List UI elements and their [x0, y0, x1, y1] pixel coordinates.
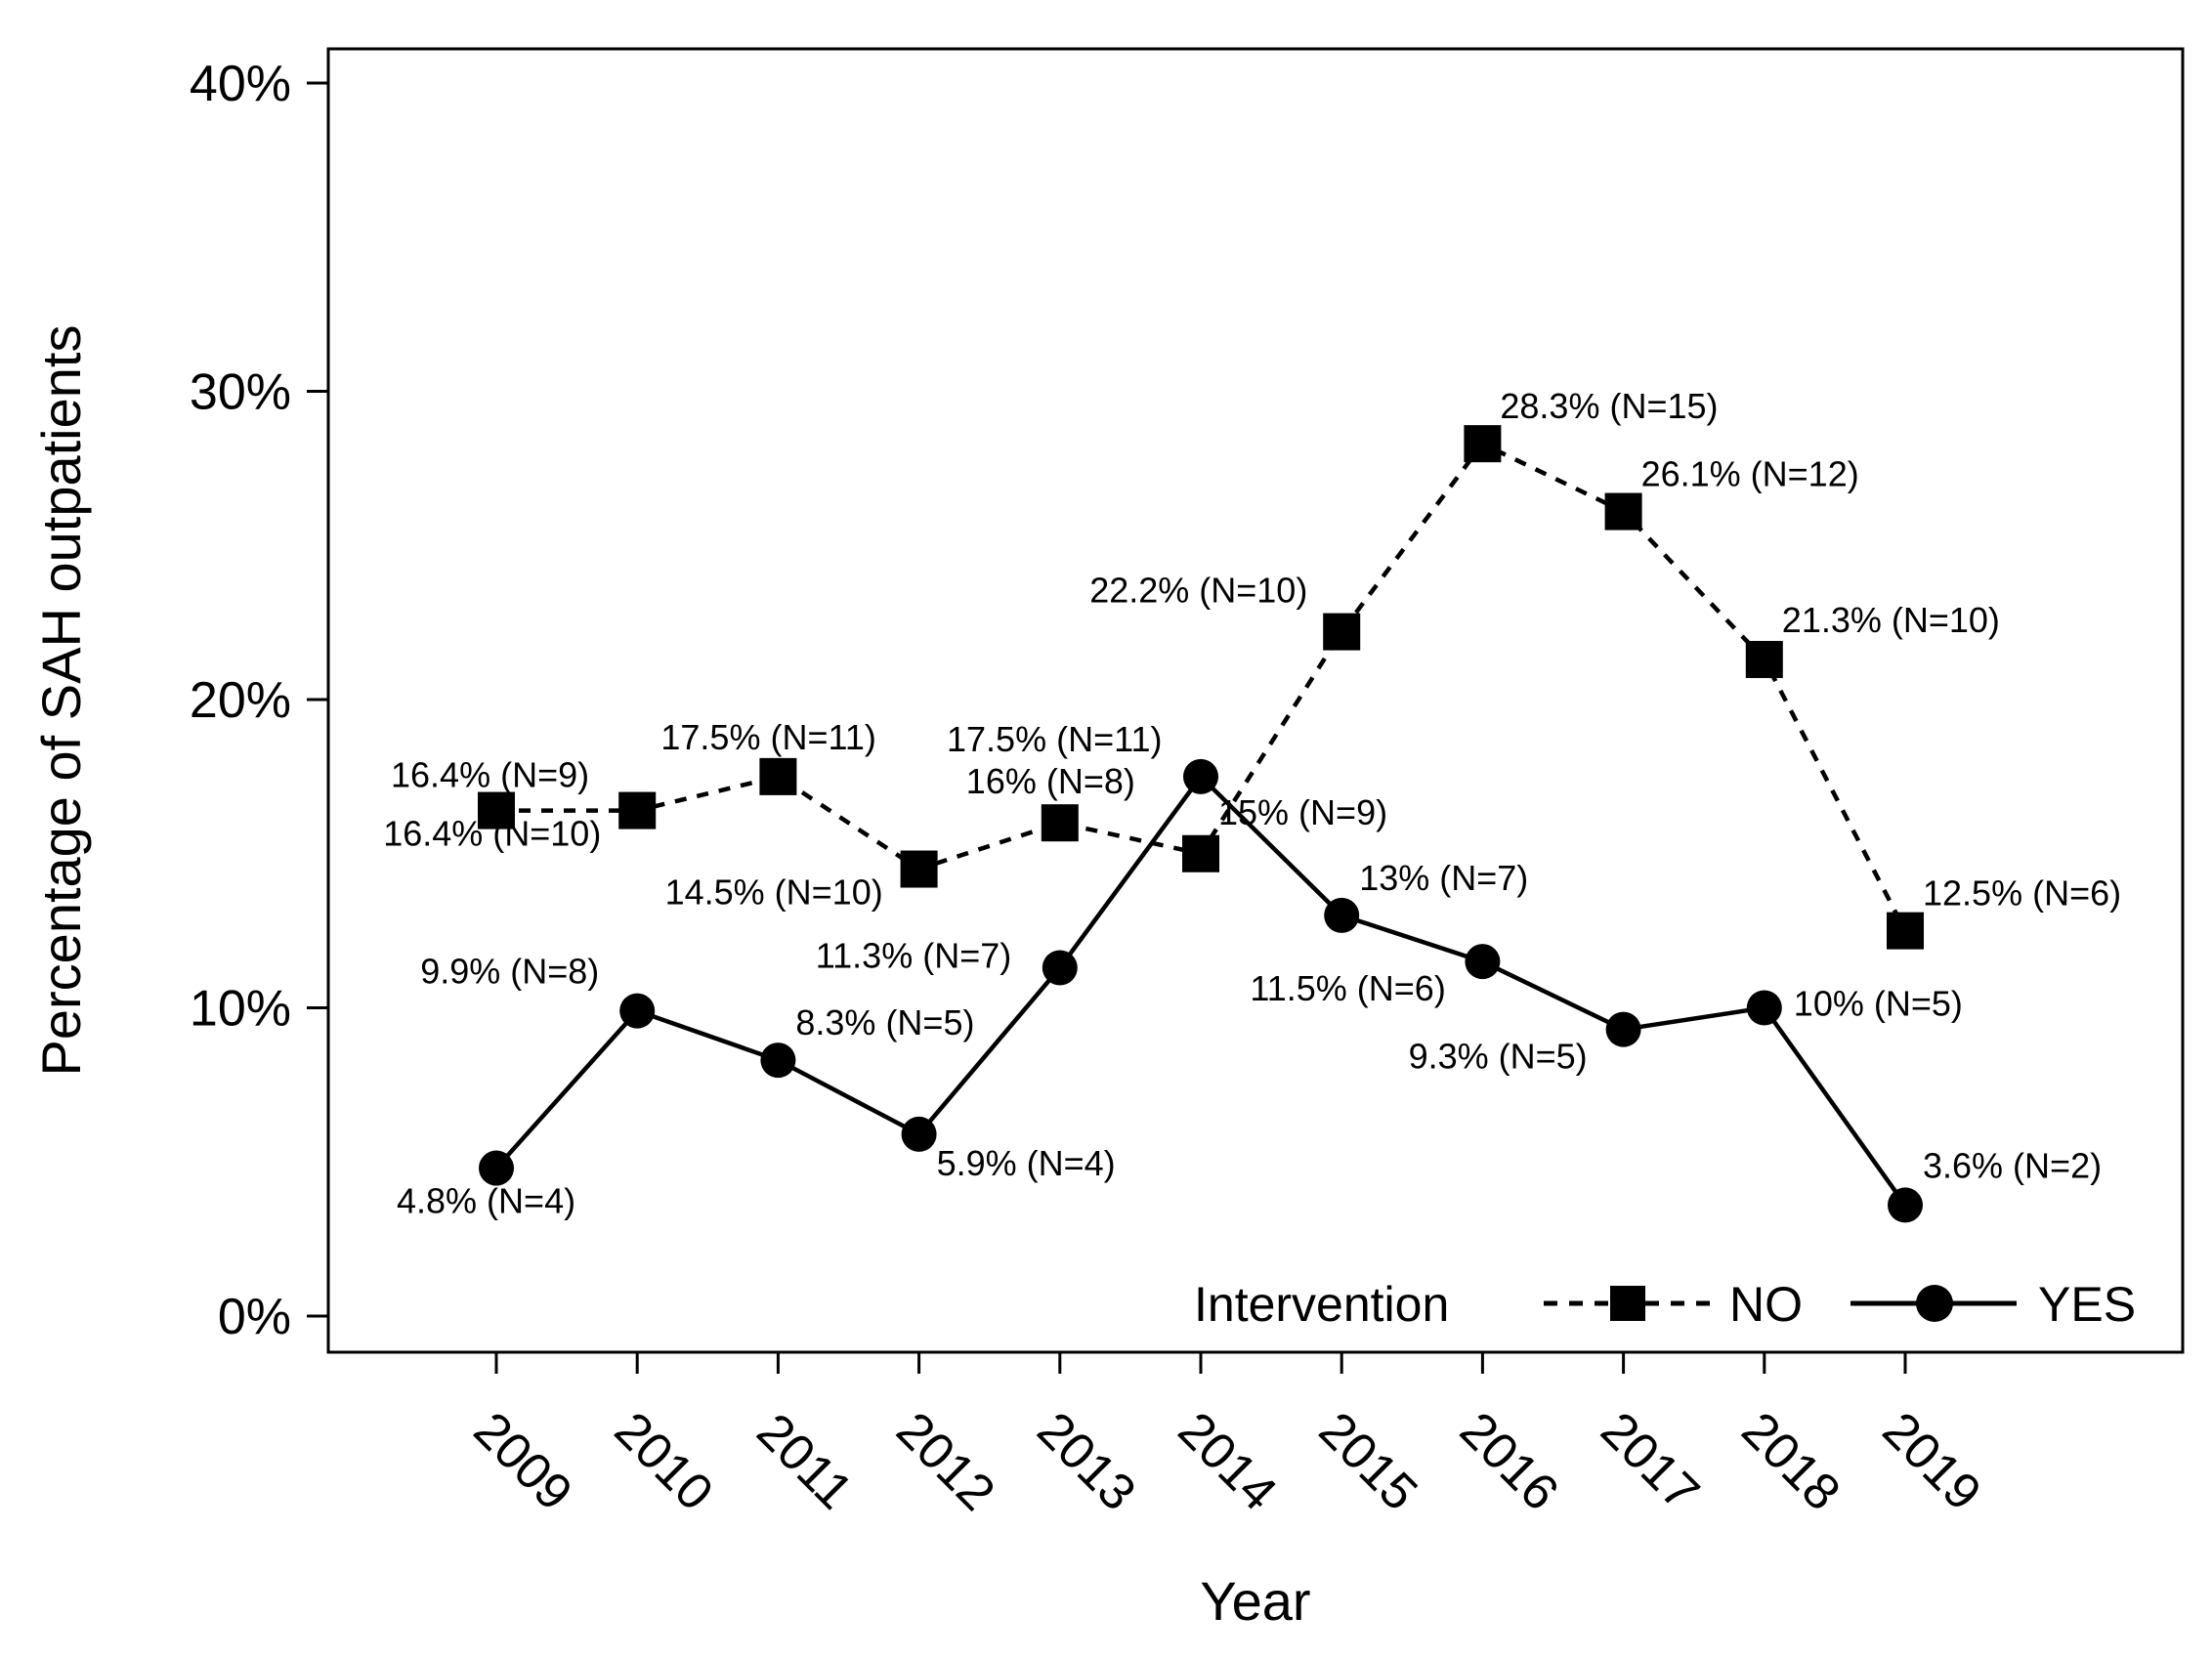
data-point-yes [1042, 950, 1078, 986]
data-label-no: 17.5% (N=11) [660, 717, 875, 757]
x-tick-label: 2018 [1730, 1402, 1850, 1522]
data-label-yes: 9.3% (N=5) [1409, 1037, 1588, 1077]
x-tick-label: 2015 [1308, 1402, 1428, 1522]
y-tick-label: 40% [190, 56, 291, 112]
legend-label-no: NO [1729, 1277, 1803, 1332]
data-label-no: 28.3% (N=15) [1500, 386, 1718, 426]
data-point-no [1323, 613, 1361, 651]
series-yes: 4.8% (N=4) 9.9% (N=8) 8.3% (N=5) 5.9% (N=4)… [397, 719, 2102, 1223]
data-label-no: 12.5% (N=6) [1923, 873, 2121, 914]
y-axis-title: Percentage of SAH outpatients [30, 325, 92, 1077]
data-point-yes [1324, 897, 1360, 933]
data-point-yes [1746, 990, 1782, 1026]
y-axis: 0% 10% 20% 30% 40% [190, 56, 328, 1345]
x-tick-label: 2010 [604, 1402, 724, 1522]
x-tick-label: 2019 [1872, 1402, 1992, 1522]
x-axis: 2009 2010 2011 2012 2013 2014 2015 2016 2017 2018… [463, 1352, 1992, 1522]
data-label-no: 16% (N=8) [966, 761, 1135, 801]
series-no: 16.4% (N=9) 16.4% (N=10) 17.5% (N=11) 14.5%… [383, 386, 2121, 950]
data-label-yes: 17.5% (N=11) [947, 719, 1162, 759]
data-point-yes [1888, 1187, 1923, 1223]
data-label-yes: 9.9% (N=8) [420, 952, 599, 992]
data-label-yes: 3.6% (N=2) [1923, 1145, 2102, 1185]
x-tick-label: 2014 [1168, 1402, 1288, 1522]
data-point-yes [619, 993, 656, 1029]
data-label-no: 16.4% (N=9) [391, 755, 589, 795]
data-label-yes: 8.3% (N=5) [795, 1002, 974, 1042]
x-tick-label: 2012 [885, 1402, 1005, 1522]
data-point-yes [901, 1116, 937, 1152]
legend-marker-no [1610, 1286, 1645, 1321]
legend-marker-yes [1916, 1285, 1953, 1322]
legend: Intervention NO YES [1194, 1277, 2136, 1332]
y-tick-label: 0% [218, 1289, 291, 1345]
data-point-no [1182, 834, 1219, 872]
data-label-no: 22.2% (N=10) [1089, 571, 1307, 611]
x-tick-label: 2009 [463, 1402, 583, 1522]
data-point-yes [1183, 758, 1218, 794]
data-point-no [1464, 425, 1502, 463]
x-tick-label: 2016 [1449, 1402, 1569, 1522]
data-point-no [478, 791, 515, 830]
y-tick-label: 10% [190, 981, 291, 1038]
data-point-no [1887, 912, 1924, 950]
data-label-yes: 13% (N=7) [1359, 858, 1528, 898]
data-point-no [1745, 640, 1783, 678]
data-point-yes [1605, 1011, 1641, 1047]
series-layer: 16.4% (N=9) 16.4% (N=10) 17.5% (N=11) 14.5%… [383, 386, 2121, 1223]
legend-label-yes: YES [2038, 1277, 2136, 1332]
data-point-yes [760, 1042, 796, 1079]
data-label-yes: 11.3% (N=7) [816, 935, 1011, 975]
data-point-no [759, 757, 797, 795]
data-label-yes: 11.5% (N=6) [1250, 968, 1445, 1008]
data-label-yes: 10% (N=5) [1794, 984, 1963, 1024]
data-label-no: 15% (N=9) [1218, 792, 1387, 832]
x-tick-label: 2013 [1026, 1402, 1146, 1522]
y-tick-label: 20% [190, 672, 291, 729]
legend-title: Intervention [1194, 1277, 1449, 1332]
data-label-yes: 4.8% (N=4) [397, 1181, 575, 1221]
data-point-no [1041, 804, 1079, 842]
data-point-yes [479, 1150, 514, 1186]
x-axis-title: Year [1200, 1570, 1310, 1632]
data-point-no [900, 850, 938, 888]
plot-frame [326, 47, 2185, 1354]
x-tick-label: 2011 [745, 1403, 863, 1520]
data-point-no [618, 791, 657, 830]
data-point-no [1604, 492, 1642, 531]
data-label-yes: 5.9% (N=4) [937, 1143, 1116, 1183]
data-label-no: 26.1% (N=12) [1641, 454, 1859, 494]
data-point-yes [1465, 944, 1501, 980]
data-label-no: 16.4% (N=10) [383, 814, 601, 854]
y-tick-label: 30% [190, 364, 291, 421]
data-label-no: 14.5% (N=10) [665, 872, 883, 913]
x-tick-label: 2017 [1590, 1402, 1710, 1522]
data-label-no: 21.3% (N=10) [1782, 600, 2000, 640]
